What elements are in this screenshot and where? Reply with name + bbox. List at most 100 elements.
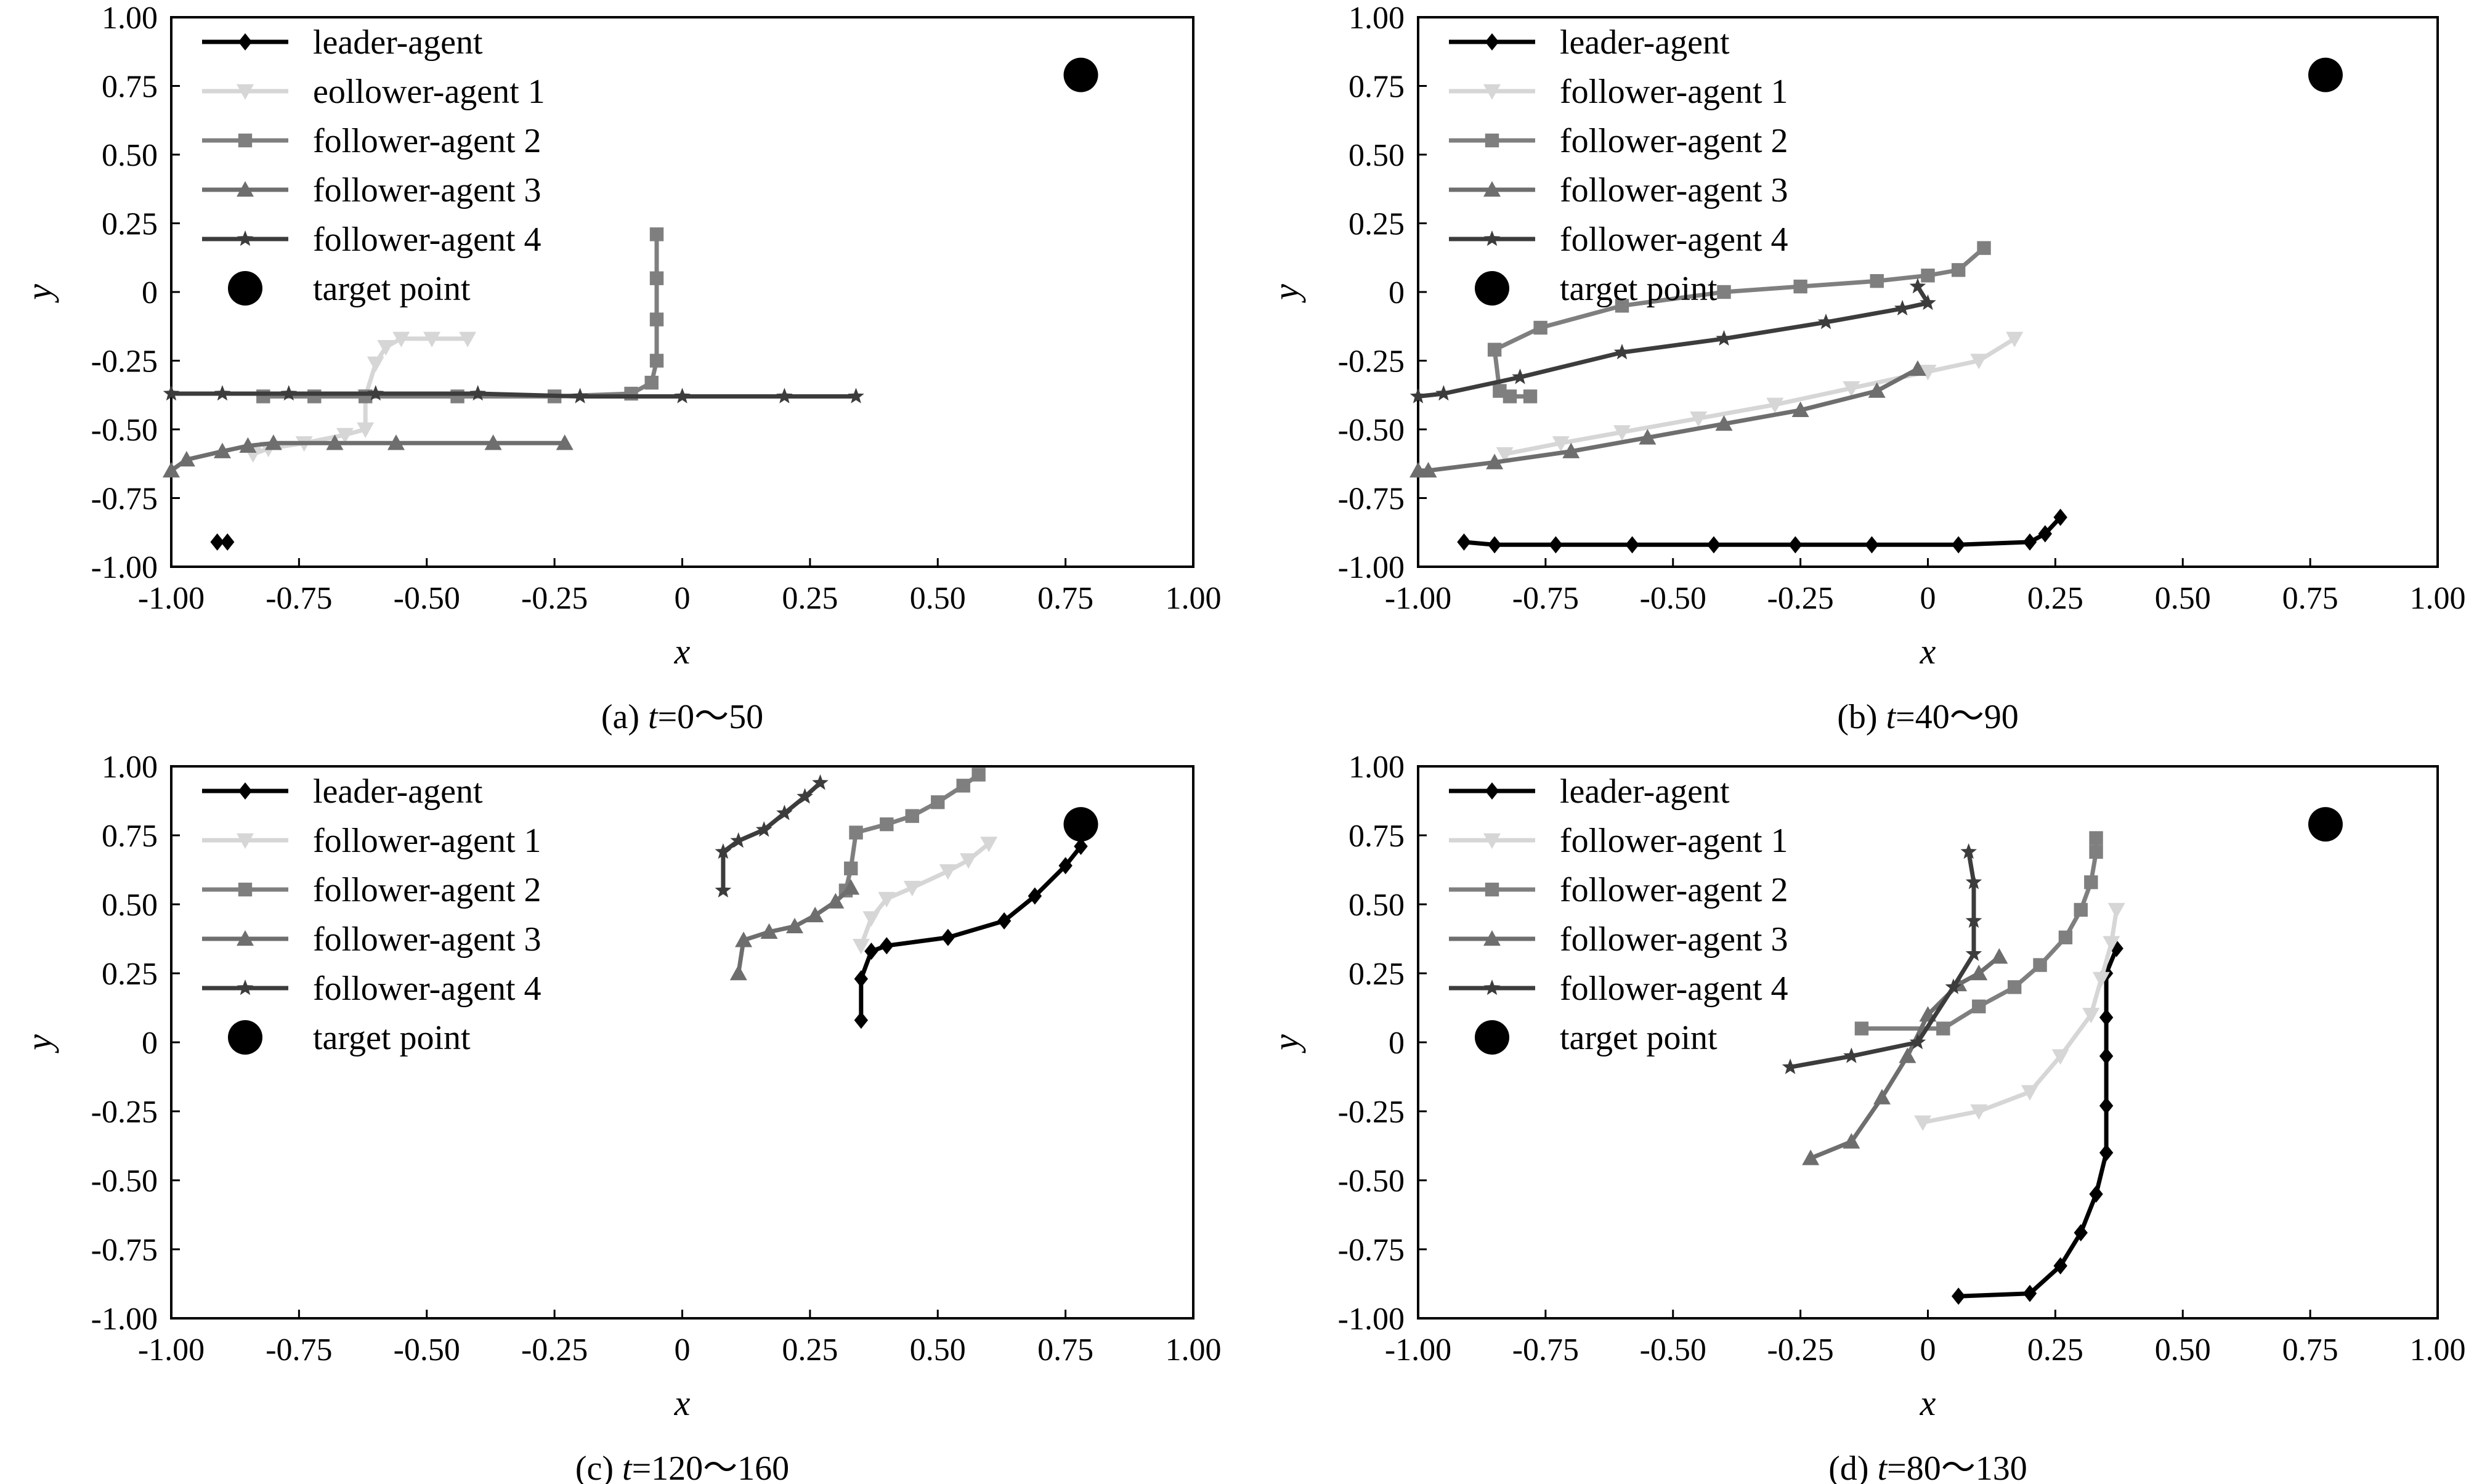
x-tick-label: 0.50 (910, 1332, 966, 1368)
y-tick-label: 0.50 (102, 888, 158, 923)
y-tick-label: -0.25 (1338, 1095, 1405, 1130)
legend-target-icon (228, 271, 262, 306)
legend-marker-icon (1485, 134, 1499, 147)
chart-panel-b: -1.00 -0.75 -0.50 -0.25 0 0.25 0.50 0.75 1.00 1.0… (1266, 1, 2466, 736)
x-tick-label: -0.50 (1640, 581, 1706, 616)
legend-marker-icon (1485, 33, 1499, 51)
legend-entry-label: target point (313, 1019, 471, 1057)
caption-prefix: (c) (575, 1450, 622, 1484)
y-tick-label: 1.00 (1349, 750, 1405, 785)
series-marker-follower-agent-2 (1488, 343, 1501, 356)
panel-caption: (b) t=40～90 (1837, 698, 2018, 736)
series-line-follower-agent-1 (1505, 339, 2015, 454)
series-marker-follower-agent-2 (1952, 263, 1965, 277)
series-marker-leader-agent (1865, 536, 1878, 553)
y-tick-label: 0 (1389, 275, 1405, 310)
series-marker-follower-agent-1 (2108, 903, 2125, 918)
series-marker-follower-agent-2 (957, 779, 970, 792)
series-marker-follower-agent-4 (1966, 946, 1982, 961)
x-tick-label: 0.25 (2027, 1332, 2083, 1368)
series-marker-follower-agent-2 (1793, 280, 1807, 293)
x-tick-label: -0.25 (1767, 1332, 1833, 1368)
series-marker-leader-agent (2099, 1144, 2113, 1161)
legend-entry-label: follower-agent 3 (313, 171, 541, 209)
series-marker-follower-agent-1 (2006, 332, 2023, 347)
x-tick-label: 0 (675, 1332, 691, 1368)
y-tick-label: 0.25 (102, 957, 158, 992)
legend-entry-label: eollower-agent 1 (313, 73, 545, 111)
x-tick-label: 0.25 (782, 581, 838, 616)
x-tick-label: 0.25 (782, 1332, 838, 1368)
x-tick-label: 0.75 (2282, 1332, 2338, 1368)
caption-range: =120～160 (632, 1450, 790, 1484)
series-marker-leader-agent (2089, 1185, 2103, 1202)
series-marker-leader-agent (1788, 536, 1802, 553)
caption-variable: t (648, 698, 659, 736)
y-tick-label: -1.00 (91, 1302, 158, 1337)
x-tick-label: -0.25 (521, 581, 588, 616)
legend-entry-label: follower-agent 4 (313, 221, 541, 259)
legend-entry-label: target point (313, 270, 471, 308)
x-tick-label: 0.75 (2282, 581, 2338, 616)
x-tick-label: -0.75 (1512, 581, 1579, 616)
target-point-marker (2308, 58, 2343, 92)
chart-panel-c: -1.00 -0.75 -0.50 -0.25 0 0.25 0.50 0.75 1.001.0… (19, 750, 1222, 1484)
x-tick-label: 1.00 (1166, 1332, 1222, 1368)
x-tick-label: 0.75 (1037, 581, 1093, 616)
series-marker-follower-agent-2 (1972, 1000, 1985, 1013)
target-point-marker (1064, 807, 1098, 841)
series-marker-follower-agent-2 (1493, 384, 1506, 397)
series-marker-eollower-agent-1 (367, 357, 384, 372)
series-marker-follower-agent-4 (1614, 344, 1631, 359)
series-marker-follower-agent-2 (2084, 875, 2098, 889)
series-marker-follower-agent-4 (572, 388, 588, 403)
x-tick-label: 0.50 (2155, 581, 2211, 616)
y-tick-label: 0.50 (1349, 888, 1405, 923)
y-tick-label: -0.50 (91, 413, 158, 448)
y-tick-label: 0 (1389, 1026, 1405, 1061)
x-tick-label: 0.50 (910, 581, 966, 616)
series-marker-follower-agent-2 (650, 312, 663, 326)
y-tick-label: 0 (142, 275, 158, 310)
x-tick-label: 1.00 (1166, 581, 1222, 616)
legend-marker-icon (238, 883, 252, 896)
series-marker-follower-agent-4 (1782, 1058, 1799, 1074)
x-tick-label: 1.00 (2410, 581, 2466, 616)
series-marker-follower-agent-2 (1870, 274, 1884, 288)
x-tick-label: -1.00 (138, 581, 205, 616)
series-marker-follower-agent-2 (931, 795, 944, 809)
legend-entry-label: follower-agent 4 (1560, 970, 1788, 1008)
legend-marker-icon (238, 33, 252, 51)
series-marker-follower-agent-2 (1921, 269, 1934, 282)
series-marker-leader-agent (2099, 1047, 2113, 1064)
x-tick-label: 0 (1920, 581, 1936, 616)
series-marker-leader-agent (1707, 536, 1721, 553)
chart-panel-d: -1.00 -0.75 -0.50 -0.25 0 0.25 0.50 0.75 1.001.0… (1266, 750, 2466, 1484)
legend-entry-label: follower-agent 2 (1560, 122, 1788, 160)
panel-caption: (d) t=80～130 (1828, 1450, 2027, 1484)
legend-marker-icon (237, 979, 254, 995)
legend-target-icon (1475, 271, 1509, 306)
series-marker-follower-agent-4 (776, 388, 793, 403)
series-marker-follower-agent-4 (848, 388, 864, 403)
series-marker-follower-agent-4 (1843, 1047, 1860, 1063)
series-marker-follower-agent-2 (2074, 903, 2088, 917)
x-tick-label: 1.00 (2410, 1332, 2466, 1368)
x-tick-label: -1.00 (138, 1332, 205, 1368)
series-marker-follower-agent-2 (2089, 831, 2103, 845)
legend-entry-label: follower-agent 3 (313, 920, 541, 959)
caption-range: =40～90 (1896, 698, 2019, 736)
series-marker-follower-agent-4 (1435, 385, 1452, 400)
y-tick-label: 0.50 (102, 138, 158, 173)
series-marker-follower-agent-2 (2089, 845, 2103, 859)
y-tick-label: 1.00 (102, 1, 158, 36)
y-tick-label: 0.25 (1349, 207, 1405, 242)
x-tick-label: -0.50 (394, 1332, 460, 1368)
series-marker-follower-agent-2 (1977, 241, 1990, 254)
series-marker-follower-agent-1 (862, 911, 880, 926)
caption-variable: t (1878, 1450, 1888, 1484)
series-marker-follower-agent-2 (2008, 980, 2021, 994)
series-marker-follower-agent-4 (674, 388, 691, 403)
chart-panel-a: -1.00 -0.75 -0.50 -0.25 0 0.25 0.50 0.75 1.00 1.0… (19, 1, 1222, 736)
x-tick-label: -0.25 (1767, 581, 1833, 616)
